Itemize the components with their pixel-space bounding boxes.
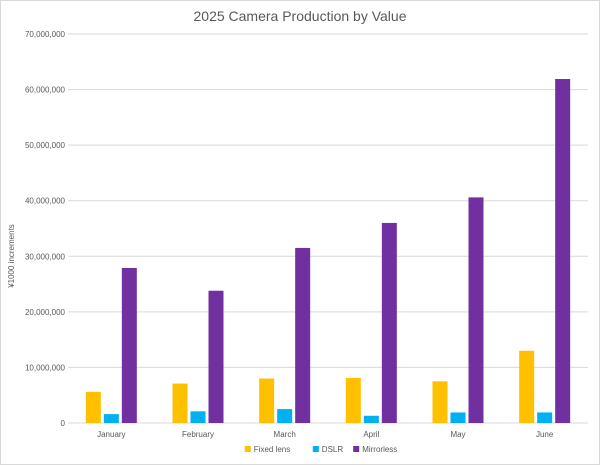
x-tick-label: April — [363, 430, 379, 439]
y-tick-label: 40,000,000 — [25, 197, 66, 206]
bar-dslr-may — [450, 412, 466, 423]
y-tick-label: 0 — [61, 419, 66, 428]
chart-title: 2025 Camera Production by Value — [194, 8, 407, 24]
legend-swatch — [353, 446, 360, 452]
x-axis-ticks: January February March April May June — [97, 430, 554, 439]
y-tick-label: 30,000,000 — [25, 252, 66, 261]
bar-dslr-march — [277, 409, 293, 423]
legend-label: DSLR — [322, 445, 344, 454]
bar-fixed-lens-june — [519, 350, 535, 423]
gridlines — [68, 33, 588, 424]
legend-label: Mirrorless — [362, 445, 397, 454]
y-axis-title: ¥1000 increments — [7, 224, 16, 289]
bar-fixed-lens-may — [432, 381, 448, 423]
x-tick-label: June — [536, 430, 554, 439]
bar-mirrorless-march — [295, 247, 311, 423]
legend-label: Fixed lens — [254, 445, 290, 454]
legend-swatch — [244, 446, 251, 452]
bar-mirrorless-february — [208, 290, 224, 423]
bar-dslr-june — [537, 412, 553, 423]
y-tick-label: 10,000,000 — [25, 363, 66, 372]
y-tick-label: 70,000,000 — [25, 30, 66, 39]
bar-dslr-january — [103, 414, 119, 423]
bar-mirrorless-april — [381, 222, 397, 423]
bar-mirrorless-may — [468, 197, 484, 423]
bar-fixed-lens-march — [259, 378, 275, 423]
bar-mirrorless-january — [121, 267, 137, 423]
y-tick-label: 50,000,000 — [25, 141, 66, 150]
x-tick-label: February — [182, 430, 214, 439]
y-tick-label: 60,000,000 — [25, 86, 66, 95]
bar-mirrorless-june — [555, 79, 571, 424]
y-tick-label: 20,000,000 — [25, 308, 66, 317]
x-tick-label: May — [450, 430, 465, 439]
legend-swatch — [312, 446, 319, 452]
bars — [85, 79, 571, 424]
x-tick-label: March — [274, 430, 296, 439]
bar-fixed-lens-april — [345, 377, 361, 423]
bar-fixed-lens-february — [172, 383, 188, 423]
x-tick-label: January — [97, 430, 125, 439]
bar-dslr-february — [190, 411, 206, 423]
bar-dslr-april — [363, 415, 379, 423]
y-axis-ticks: 0 10,000,000 20,000,000 30,000,000 40,000,00… — [25, 30, 66, 428]
bar-fixed-lens-january — [85, 391, 101, 423]
legend: Fixed lens DSLR Mirrorless — [244, 445, 397, 454]
